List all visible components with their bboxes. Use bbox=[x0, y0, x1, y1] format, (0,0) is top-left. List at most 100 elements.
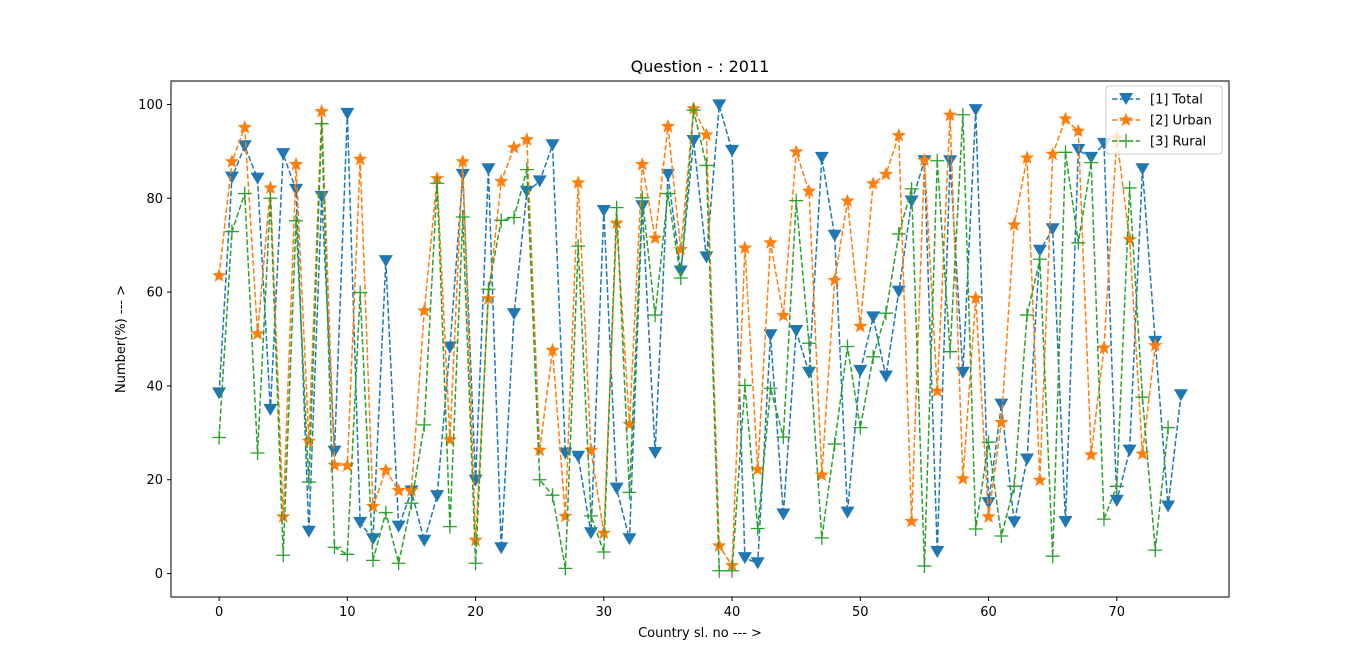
data-point bbox=[840, 193, 855, 208]
x-tick-label: 0 bbox=[215, 605, 223, 620]
data-point bbox=[699, 127, 714, 142]
data-point bbox=[930, 153, 945, 168]
series-line-3 bbox=[218, 109, 1169, 572]
data-point bbox=[237, 186, 252, 201]
data-point bbox=[340, 458, 355, 472]
data-point bbox=[250, 172, 265, 185]
data-point bbox=[1007, 516, 1022, 529]
data-point bbox=[532, 442, 547, 457]
data-point bbox=[571, 450, 586, 463]
data-point bbox=[609, 482, 624, 495]
data-point bbox=[712, 563, 727, 578]
x-tick-label: 60 bbox=[980, 605, 997, 620]
data-point bbox=[1020, 308, 1035, 323]
data-point bbox=[263, 191, 278, 206]
data-point bbox=[519, 185, 534, 198]
data-point bbox=[481, 282, 496, 297]
data-point bbox=[802, 366, 817, 379]
data-point bbox=[481, 163, 496, 176]
plot-area bbox=[211, 99, 1188, 578]
data-point bbox=[1148, 543, 1163, 558]
data-point bbox=[301, 433, 316, 448]
x-tick-label: 30 bbox=[596, 605, 613, 620]
data-point bbox=[725, 144, 740, 157]
data-point bbox=[224, 224, 239, 239]
data-point bbox=[507, 308, 522, 321]
data-point bbox=[750, 461, 765, 476]
plot-frame bbox=[170, 80, 1230, 598]
data-point bbox=[1148, 338, 1163, 352]
y-tick-label: 100 bbox=[138, 98, 163, 113]
y-tick-label: 80 bbox=[146, 192, 163, 207]
data-point bbox=[660, 168, 675, 181]
data-point bbox=[391, 556, 406, 571]
data-point bbox=[866, 349, 881, 364]
data-point bbox=[699, 251, 714, 264]
data-point bbox=[276, 548, 291, 563]
data-point bbox=[878, 166, 894, 181]
legend-label: [3] Rural bbox=[1150, 135, 1206, 150]
data-point bbox=[558, 508, 573, 523]
data-point bbox=[442, 432, 458, 446]
legend-entry: [2] Urban bbox=[1112, 112, 1212, 129]
data-point bbox=[1161, 420, 1176, 435]
data-point bbox=[571, 175, 586, 189]
data-point bbox=[583, 442, 599, 457]
data-point bbox=[571, 239, 586, 254]
data-point bbox=[340, 107, 355, 120]
data-point bbox=[404, 496, 419, 511]
data-point bbox=[1096, 512, 1111, 527]
data-point bbox=[494, 173, 509, 188]
data-point bbox=[1032, 472, 1047, 487]
data-point bbox=[211, 268, 227, 282]
data-point bbox=[1135, 163, 1150, 176]
data-point bbox=[288, 157, 304, 171]
data-point bbox=[763, 329, 778, 342]
y-tick-label: 40 bbox=[146, 379, 163, 394]
data-point bbox=[1058, 145, 1073, 160]
x-tick-label: 10 bbox=[339, 605, 356, 620]
y-tick-label: 0 bbox=[155, 567, 163, 582]
data-point bbox=[699, 158, 714, 173]
data-point bbox=[237, 119, 252, 134]
data-point bbox=[648, 446, 663, 459]
data-point bbox=[1109, 479, 1124, 494]
data-point bbox=[635, 190, 650, 205]
data-point bbox=[904, 181, 919, 196]
data-point bbox=[660, 186, 675, 201]
data-point bbox=[943, 155, 958, 168]
data-point bbox=[391, 520, 406, 533]
data-point bbox=[1109, 494, 1124, 507]
data-point bbox=[1071, 235, 1086, 250]
data-point bbox=[417, 534, 432, 547]
data-point bbox=[789, 144, 804, 158]
data-point bbox=[314, 103, 329, 118]
axis-ticks: 0 10 20 30 40 50 60 70 0 20 40 60 80 100 bbox=[138, 98, 1125, 620]
data-point bbox=[917, 559, 932, 574]
data-point bbox=[1045, 549, 1060, 564]
data-point bbox=[314, 116, 329, 131]
data-point bbox=[455, 210, 470, 225]
data-point bbox=[224, 154, 240, 168]
data-point bbox=[327, 457, 342, 472]
data-point bbox=[801, 183, 817, 198]
data-point bbox=[648, 308, 663, 323]
data-point bbox=[558, 561, 573, 576]
data-point bbox=[289, 183, 304, 196]
legend-label: [1] Total bbox=[1150, 93, 1203, 108]
data-point bbox=[468, 474, 483, 487]
data-point bbox=[827, 272, 842, 287]
data-point bbox=[519, 132, 535, 146]
legend-box bbox=[1105, 85, 1223, 155]
data-point bbox=[558, 447, 573, 460]
data-point bbox=[622, 485, 637, 500]
data-point bbox=[1020, 453, 1035, 466]
data-point bbox=[1071, 123, 1086, 138]
x-tick-label: 40 bbox=[724, 605, 741, 620]
data-point bbox=[789, 325, 804, 338]
x-tick-label: 50 bbox=[852, 605, 869, 620]
data-point bbox=[224, 171, 239, 184]
data-point bbox=[981, 509, 996, 523]
data-point bbox=[994, 398, 1009, 411]
legend-label: [2] Urban bbox=[1150, 114, 1212, 129]
